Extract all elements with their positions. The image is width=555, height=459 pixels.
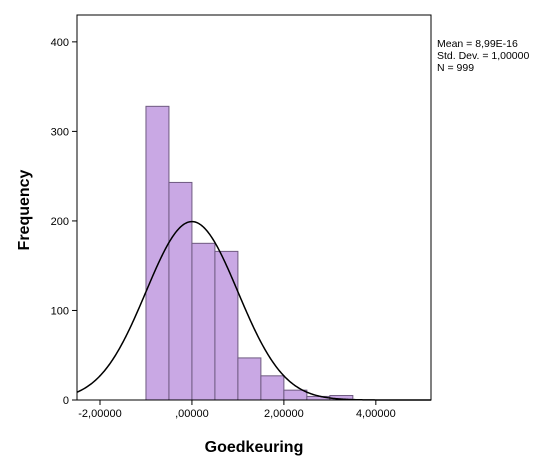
- x-tick-label: -2,00000: [78, 408, 121, 420]
- histogram-bar: [168, 181, 193, 401]
- stats-std-dev: Std. Dev. = 1,00000: [437, 50, 529, 62]
- histogram-bar: [283, 389, 308, 401]
- stats-n: N = 999: [437, 62, 474, 74]
- histogram-bar: [260, 375, 285, 401]
- x-axis-title: Goedkeuring: [205, 439, 304, 456]
- x-tick-label: 2,00000: [264, 408, 304, 420]
- y-tick-label: 400: [51, 37, 69, 49]
- histogram-bars: [145, 105, 354, 401]
- y-axis-ticks: 0 100 200 300 400: [51, 37, 77, 407]
- y-tick-label: 100: [51, 305, 69, 317]
- stats-mean: Mean = 8,99E-16: [437, 38, 518, 50]
- stats-box: Mean = 8,99E-16 Std. Dev. = 1,00000 N = …: [437, 38, 529, 74]
- y-tick-label: 0: [63, 395, 69, 407]
- histogram-bar: [191, 242, 216, 401]
- x-tick-label: 4,00000: [356, 408, 396, 420]
- histogram-bar: [237, 357, 262, 401]
- histogram-bar: [145, 105, 170, 401]
- y-tick-label: 300: [51, 126, 69, 138]
- x-axis-ticks: -2,00000 ,00000 2,00000 4,00000: [78, 400, 396, 420]
- plot-frame: [76, 14, 432, 401]
- y-axis-title: Frequency: [16, 169, 33, 250]
- x-tick-label: ,00000: [175, 408, 209, 420]
- histogram-bar: [214, 250, 239, 401]
- y-tick-label: 200: [51, 216, 69, 228]
